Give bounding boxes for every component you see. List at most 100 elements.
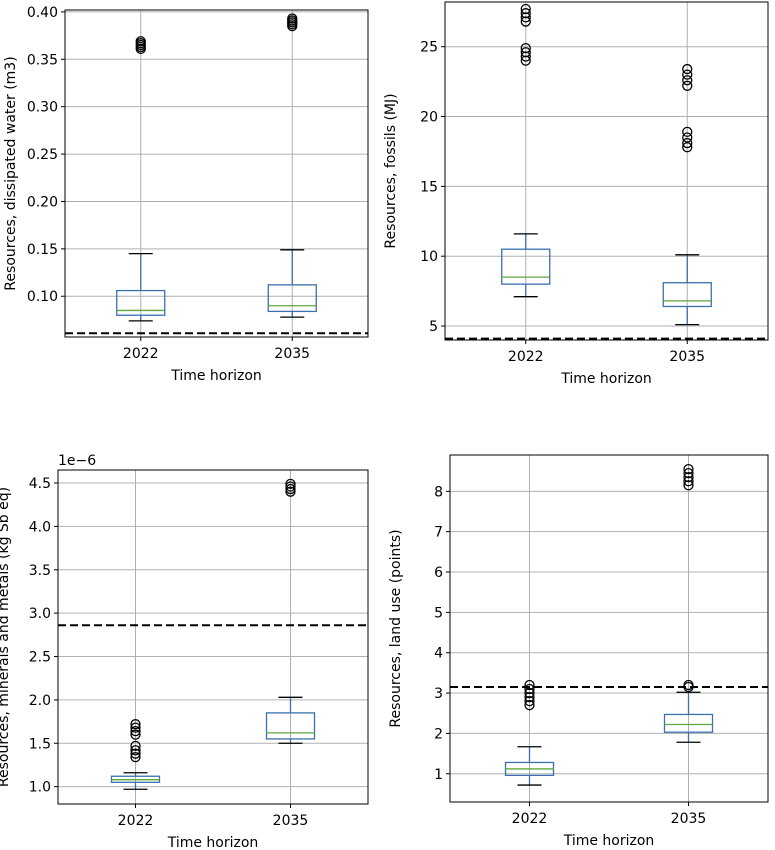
x-tick-label: 2035 xyxy=(274,346,310,362)
x-axis-label: Time horizon xyxy=(167,835,259,850)
outlier-point xyxy=(682,137,693,149)
y-tick-label: 0.35 xyxy=(27,52,58,68)
outlier-point xyxy=(524,687,535,699)
outlier-point xyxy=(682,63,693,75)
y-tick-label: 0.15 xyxy=(27,242,58,258)
chart-panel-2: 5 10 15 20 25 2022 2035 Time horizon Resources, … xyxy=(383,1,769,387)
outlier-point xyxy=(683,679,694,691)
outlier-point xyxy=(683,468,694,479)
plot-frame xyxy=(449,454,769,803)
y-tick-label: 0.30 xyxy=(27,100,58,116)
outlier-point xyxy=(130,719,141,730)
outlier-point xyxy=(682,132,693,143)
iqr-box xyxy=(662,282,712,308)
x-tick-label: 2022 xyxy=(118,813,154,829)
y-tick-label: 2.5 xyxy=(29,650,51,666)
plot-frame xyxy=(57,469,369,805)
outlier-point xyxy=(683,472,694,483)
outlier-point xyxy=(520,47,531,58)
iqr-box xyxy=(267,284,317,313)
outlier-point xyxy=(524,695,535,707)
y-tick-label: 4 xyxy=(434,646,443,662)
y-axis-label: Resources, land use (points) xyxy=(388,529,404,727)
y-tick-label: 10 xyxy=(420,249,438,265)
outlier-point xyxy=(682,69,693,80)
y-tick-label: 5 xyxy=(434,605,443,621)
outlier-point xyxy=(524,700,535,711)
outlier-point xyxy=(130,745,141,756)
plot-frame xyxy=(444,1,769,341)
chart-panel-1: 0.10 0.15 0.20 0.25 0.30 0.35 0.40 2022 2035 Time… xyxy=(3,5,369,384)
outlier-point xyxy=(285,483,296,495)
y-tick-label: 20 xyxy=(420,110,438,126)
y-tick-label: 1.0 xyxy=(29,780,51,796)
outlier-point xyxy=(524,683,535,695)
outlier-point xyxy=(130,729,141,740)
y-axis-label: Resources, dissipated water (m3) xyxy=(3,56,19,290)
x-tick-label: 2022 xyxy=(508,349,544,365)
y-tick-label: 3.5 xyxy=(29,563,51,579)
outlier-point xyxy=(285,486,296,497)
y-tick-label: 3 xyxy=(434,686,443,702)
y-tick-label: 0.20 xyxy=(27,194,58,210)
chart-panel-3: 1.0 1.5 2.0 2.5 3.0 3.5 4.0 4.5 2022 2035 Time hor… xyxy=(0,453,369,850)
y-tick-label: 2.0 xyxy=(29,693,51,709)
outlier-point xyxy=(682,80,693,91)
y-tick-label: 1 xyxy=(434,767,443,783)
outlier-point xyxy=(682,142,693,153)
y-tick-label: 0.40 xyxy=(27,5,58,21)
outlier-point xyxy=(130,725,141,737)
box-2022 xyxy=(110,719,161,790)
y-axis-label: Resources, fossils (MJ) xyxy=(383,93,399,248)
outlier-point xyxy=(524,691,535,703)
outlier-point xyxy=(524,679,535,691)
x-axis-label: Time horizon xyxy=(170,368,262,384)
outlier-point xyxy=(683,476,694,487)
outlier-point xyxy=(682,126,693,138)
iqr-box xyxy=(265,712,316,740)
outlier-point xyxy=(683,463,694,475)
y-tick-label: 0.10 xyxy=(27,289,58,305)
box-2035 xyxy=(265,478,316,744)
y-axis-label: Resources, minerals and metals (kg Sb eq… xyxy=(0,487,12,787)
y-tick-label: 3.0 xyxy=(29,606,51,622)
outlier-point xyxy=(287,13,298,24)
tick-exponent-label: 1e−6 xyxy=(58,453,96,469)
box-2035 xyxy=(662,63,712,326)
y-tick-label: 4.0 xyxy=(29,519,51,535)
outlier-point xyxy=(285,478,296,490)
outlier-point xyxy=(682,75,693,86)
y-tick-label: 8 xyxy=(434,484,443,500)
x-tick-label: 2035 xyxy=(273,813,309,829)
y-tick-label: 7 xyxy=(434,525,443,541)
chart-panel-4: 1 2 3 4 5 6 7 8 2022 2035 Time horizon Resources, l… xyxy=(388,454,769,849)
x-axis-label: Time horizon xyxy=(560,371,652,387)
y-tick-label: 25 xyxy=(420,40,438,56)
y-tick-label: 5 xyxy=(429,319,438,335)
outlier-point xyxy=(130,740,141,752)
x-tick-label: 2022 xyxy=(512,811,548,827)
outlier-point xyxy=(285,481,296,492)
outlier-point xyxy=(520,8,531,19)
y-tick-label: 4.5 xyxy=(29,476,51,492)
box-2022 xyxy=(116,36,166,322)
outlier-point xyxy=(683,480,694,491)
x-axis-label: Time horizon xyxy=(563,833,655,849)
x-tick-label: 2035 xyxy=(671,811,707,827)
outlier-point xyxy=(135,36,146,47)
plot-frame xyxy=(64,9,369,338)
outlier-point xyxy=(130,752,141,763)
outlier-point xyxy=(520,42,531,54)
iqr-box xyxy=(663,713,714,733)
outlier-point xyxy=(130,722,141,733)
y-tick-label: 0.25 xyxy=(27,147,58,163)
outlier-point xyxy=(520,3,531,15)
box-2022 xyxy=(501,3,551,298)
iqr-box xyxy=(501,248,551,285)
iqr-box xyxy=(116,289,166,316)
y-tick-label: 6 xyxy=(434,565,443,581)
y-tick-label: 15 xyxy=(420,179,438,195)
box-2035 xyxy=(267,13,317,318)
y-tick-label: 1.5 xyxy=(29,736,51,752)
